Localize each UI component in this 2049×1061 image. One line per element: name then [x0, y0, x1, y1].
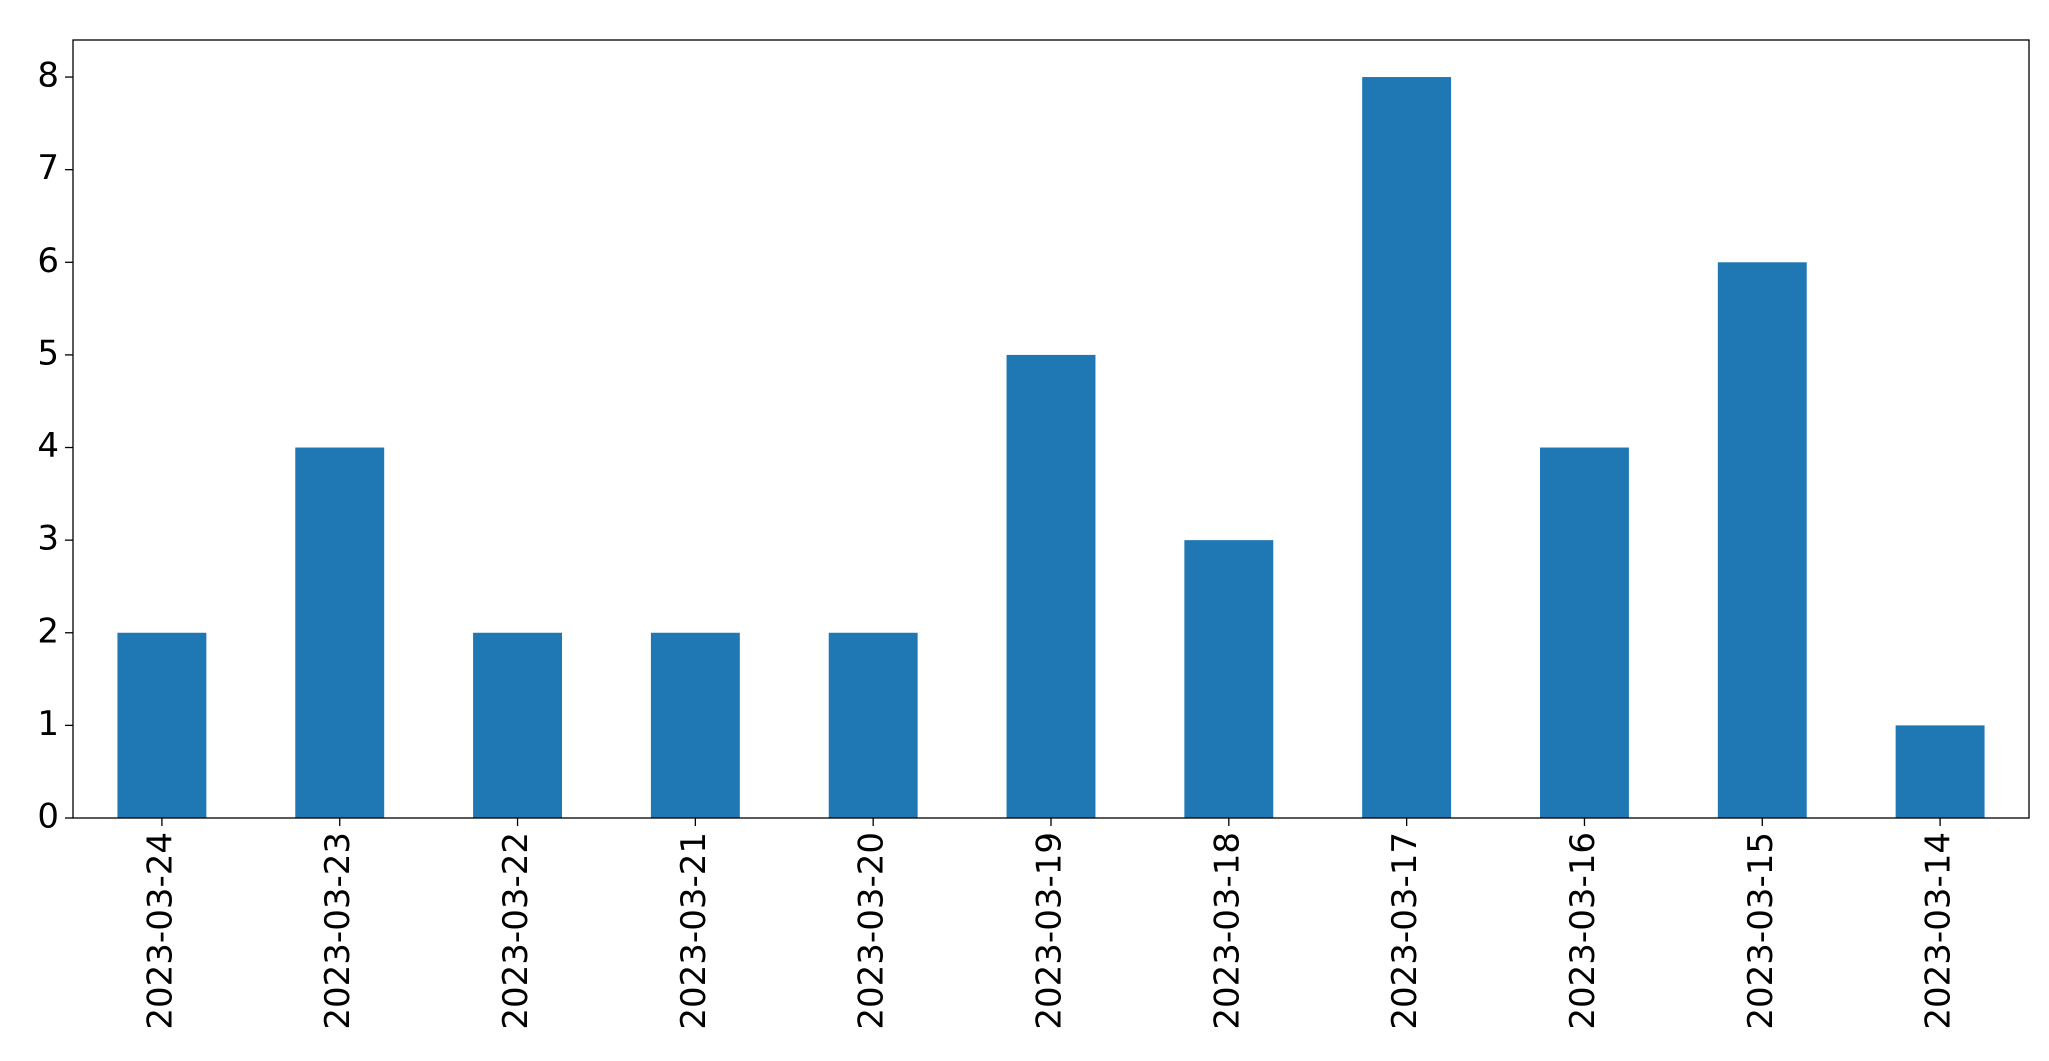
bar [295, 447, 385, 818]
bar [1184, 540, 1274, 818]
x-tick-label: 2023-03-15 [1741, 832, 1781, 1030]
x-tick-label: 2023-03-24 [140, 832, 180, 1030]
x-tick-label: 2023-03-23 [318, 832, 358, 1030]
y-tick-label: 5 [37, 333, 59, 373]
x-tick-label: 2023-03-19 [1030, 832, 1070, 1030]
y-tick-label: 1 [37, 704, 59, 744]
y-tick-label: 0 [37, 797, 59, 837]
bar [1895, 725, 1985, 818]
bar [117, 632, 207, 818]
y-tick-label: 6 [37, 241, 59, 281]
x-tick-label: 2023-03-16 [1563, 832, 1603, 1030]
y-tick-label: 2 [37, 611, 59, 651]
x-tick-label: 2023-03-22 [496, 832, 536, 1030]
plot-frame [72, 39, 2030, 819]
y-tick-label: 4 [37, 426, 59, 466]
bar [1362, 77, 1452, 819]
x-tick-label: 2023-03-14 [1919, 832, 1959, 1030]
bar [1717, 262, 1807, 818]
x-tick-label: 2023-03-20 [852, 832, 892, 1030]
bar [1540, 447, 1629, 818]
x-tick-label: 2023-03-21 [674, 832, 714, 1030]
x-tick-label: 2023-03-18 [1207, 832, 1247, 1030]
bar [473, 632, 562, 818]
y-tick-label: 3 [37, 519, 59, 559]
bar [828, 632, 918, 818]
y-tick-label: 7 [37, 148, 59, 188]
x-tick-label: 2023-03-17 [1385, 832, 1425, 1030]
y-tick-label: 8 [37, 56, 59, 96]
bar [1006, 354, 1096, 818]
bar [650, 632, 740, 818]
